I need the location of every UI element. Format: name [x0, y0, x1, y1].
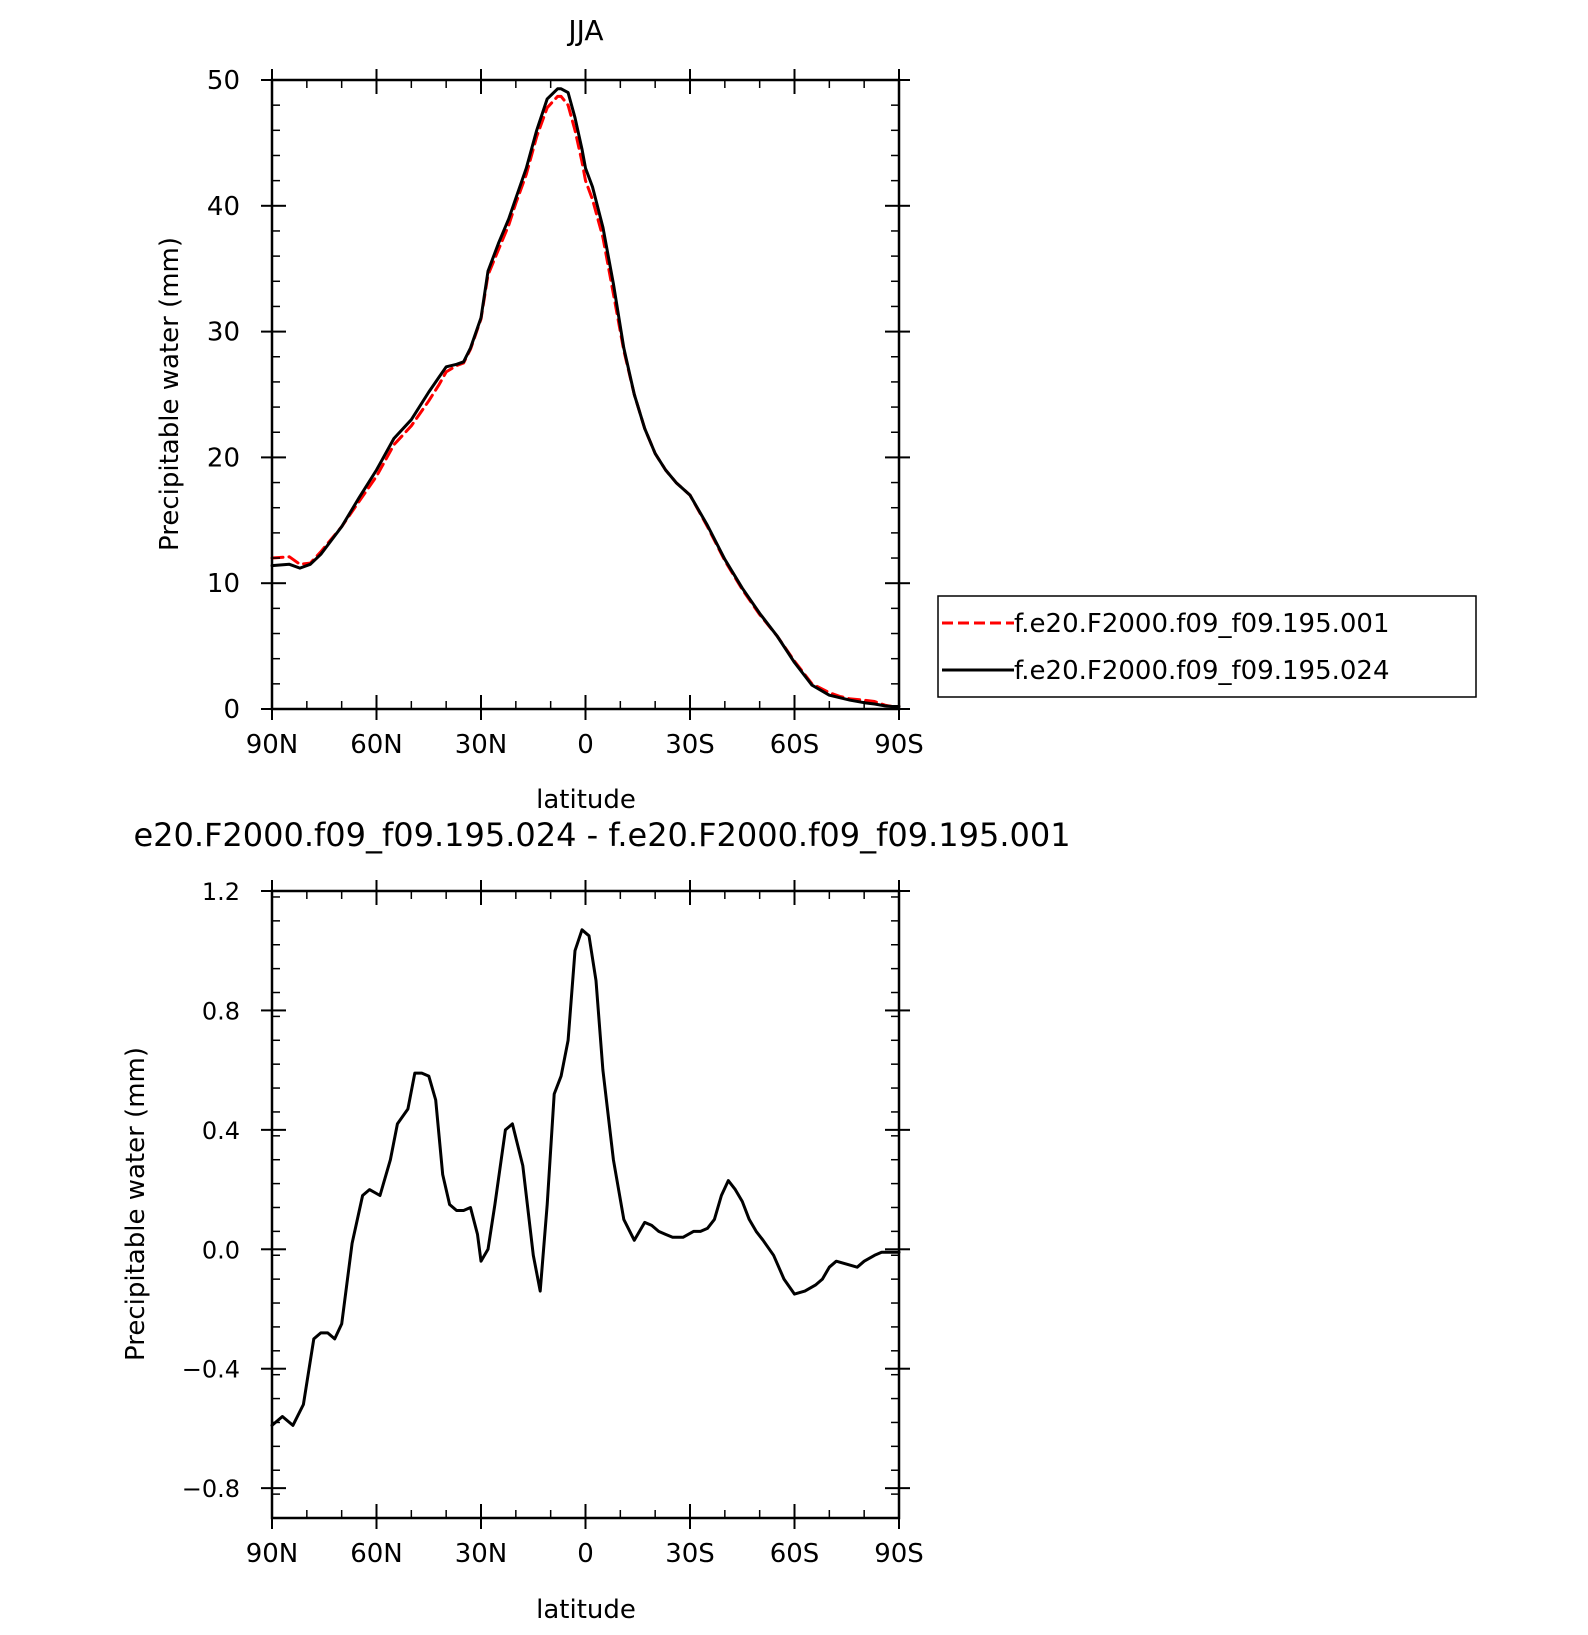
x-tick-label: 30N	[455, 730, 508, 760]
y-axis-label: Precipitable water (mm)	[155, 237, 185, 551]
x-tick-label: 60N	[350, 1539, 403, 1569]
x-tick-label: 0	[577, 1539, 594, 1569]
x-tick-label: 30S	[665, 1539, 715, 1569]
x-tick-label: 60N	[350, 730, 403, 760]
x-tick-label: 60S	[770, 1539, 820, 1569]
y-axis-label: Precipitable water (mm)	[121, 1047, 151, 1361]
x-tick-label: 60S	[770, 730, 820, 760]
series-line-1	[270, 928, 901, 1427]
x-tick-label: 90N	[246, 730, 299, 760]
y-tick-label: −0.4	[182, 1356, 240, 1384]
top-panel: JJA 90N 60N 30N 0 30S 60S 90S 0 10 20 30 40 50 latit…	[155, 14, 924, 815]
plot-area	[270, 87, 901, 708]
x-tick-label: 0	[577, 730, 594, 760]
axis-ticks: 90N 60N 30N 0 30S 60S 90S −0.8 −0.4 0.0 0.4 0.8 1.2	[182, 878, 924, 1569]
y-tick-label: 0.4	[202, 1117, 240, 1145]
y-tick-label: 0	[223, 695, 240, 725]
y-tick-label: 40	[207, 192, 240, 222]
y-tick-label: −0.8	[182, 1475, 240, 1503]
bottom-panel: e20.F2000.f09_f09.195.024 - f.e20.F2000.…	[121, 816, 1071, 1625]
x-tick-label: 30N	[455, 1539, 508, 1569]
x-tick-label: 90N	[246, 1539, 299, 1569]
legend-label-series-2: f.e20.F2000.f09_f09.195.024	[1014, 656, 1390, 686]
y-tick-label: 1.2	[202, 878, 240, 906]
axis-ticks: 90N 60N 30N 0 30S 60S 90S 0 10 20 30 40 50	[207, 66, 924, 760]
x-axis-label: latitude	[536, 785, 636, 815]
chart-title: JJA	[566, 14, 603, 47]
x-tick-label: 90S	[874, 730, 924, 760]
y-tick-label: 50	[207, 66, 240, 96]
y-tick-label: 20	[207, 443, 240, 473]
y-tick-label: 0.8	[202, 997, 240, 1025]
x-axis-label: latitude	[536, 1595, 636, 1625]
series-line-1	[270, 94, 901, 708]
legend: f.e20.F2000.f09_f09.195.001 f.e20.F2000.…	[937, 595, 1477, 698]
y-tick-label: 30	[207, 318, 240, 348]
legend-label-series-1: f.e20.F2000.f09_f09.195.001	[1014, 609, 1390, 639]
legend-frame	[937, 595, 1477, 698]
y-tick-label: 10	[207, 569, 240, 599]
series-line-2	[270, 87, 901, 708]
plot-area	[270, 928, 901, 1427]
x-tick-label: 30S	[665, 730, 715, 760]
y-tick-label: 0.0	[202, 1236, 240, 1264]
x-tick-label: 90S	[874, 1539, 924, 1569]
chart-title: e20.F2000.f09_f09.195.024 - f.e20.F2000.…	[133, 816, 1070, 854]
plot-frame	[270, 889, 901, 1520]
